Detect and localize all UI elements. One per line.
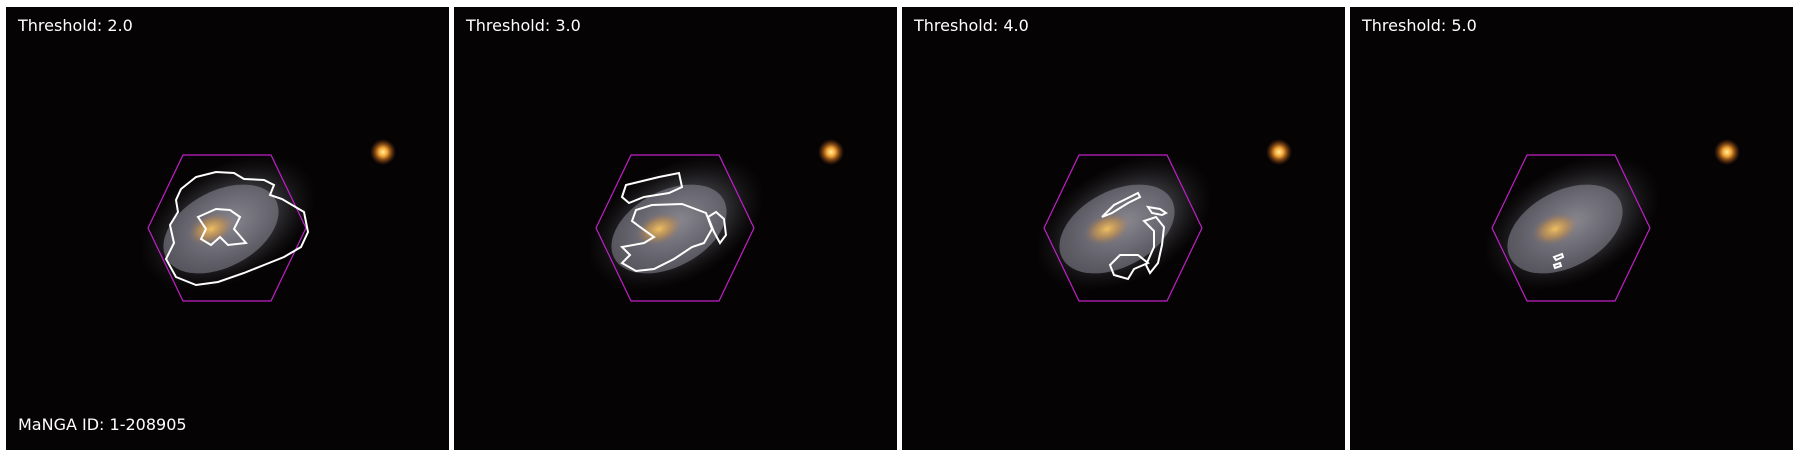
contour-blob-2 (1552, 261, 1563, 270)
panel-grid: Threshold: 2.0 MaNGA ID: 1-208905 (6, 7, 1794, 450)
contour-arc-small (1145, 205, 1168, 217)
contour-right (706, 210, 728, 245)
threshold-label: Threshold: 2.0 (18, 16, 133, 35)
contour-outer (164, 170, 310, 287)
threshold-label: Threshold: 3.0 (466, 16, 581, 35)
galaxy-image (1350, 7, 1793, 450)
contour-blob-1 (1552, 252, 1565, 262)
galaxy-image (902, 7, 1345, 450)
threshold-label: Threshold: 5.0 (1362, 16, 1477, 35)
contour-right-arm (1142, 215, 1166, 275)
ifu-hexagon (595, 154, 755, 302)
contour-arc-top (1101, 191, 1142, 218)
threshold-label: Threshold: 4.0 (914, 16, 1029, 35)
contour-bottom-arm (1108, 254, 1150, 281)
manga-id-label: MaNGA ID: 1-208905 (18, 415, 187, 434)
galaxy-image (6, 7, 449, 450)
ifu-hexagon (147, 154, 307, 302)
galaxy-core (1531, 212, 1579, 246)
galaxy-core (635, 212, 683, 246)
contour-top (620, 171, 684, 205)
ifu-hexagon (1043, 154, 1203, 302)
contour-inner (196, 207, 248, 247)
panel-threshold-4: Threshold: 4.0 (902, 7, 1345, 450)
foreground-star (370, 139, 396, 165)
foreground-star (1266, 139, 1292, 165)
galaxy-core (1083, 212, 1131, 246)
contour-main (619, 202, 714, 273)
panel-threshold-5: Threshold: 5.0 (1350, 7, 1793, 450)
panel-threshold-3: Threshold: 3.0 (454, 7, 897, 450)
panel-threshold-2: Threshold: 2.0 MaNGA ID: 1-208905 (6, 7, 449, 450)
foreground-star (1714, 139, 1740, 165)
foreground-star (818, 139, 844, 165)
ifu-hexagon (1491, 154, 1651, 302)
galaxy-image (454, 7, 897, 450)
